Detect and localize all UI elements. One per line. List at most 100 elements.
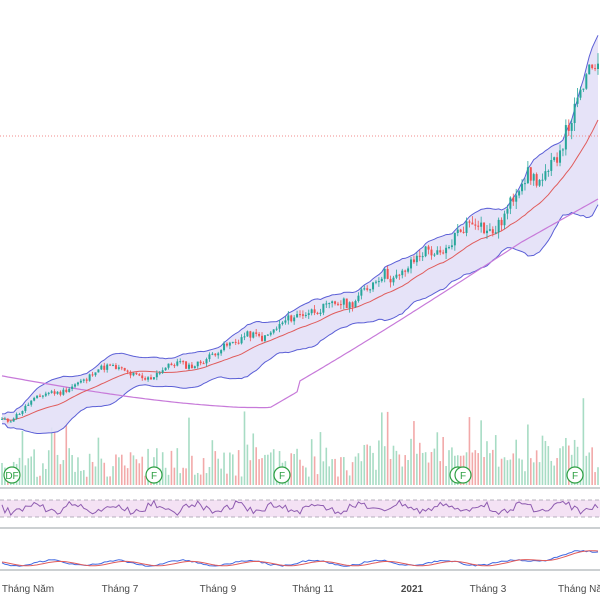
candle-body	[272, 329, 275, 333]
volume-bar	[118, 457, 120, 485]
candle-body	[521, 183, 524, 192]
volume-bar	[351, 462, 354, 485]
volume-bar	[378, 440, 380, 485]
volume-bar	[296, 448, 298, 485]
candle-body	[114, 365, 117, 369]
candle-body	[266, 334, 269, 336]
candle-body	[559, 150, 562, 163]
volume-bar	[53, 432, 56, 485]
candle-body	[6, 418, 9, 422]
candle-body	[132, 372, 135, 376]
volume-bar	[410, 438, 412, 485]
candle-body	[202, 363, 205, 365]
candle-body	[483, 222, 486, 234]
candle-body	[112, 365, 115, 367]
candle-body	[339, 304, 342, 306]
volume-bar	[325, 447, 328, 485]
volume-bar	[299, 459, 301, 485]
volume-bar	[258, 459, 260, 485]
volume-bar	[559, 448, 561, 485]
volume-bar	[383, 446, 386, 485]
candle-body	[281, 322, 284, 325]
volume-bar	[375, 469, 377, 485]
volume-bar	[50, 427, 53, 485]
candle-body	[50, 391, 53, 393]
candle-body	[360, 289, 363, 296]
candle-body	[185, 361, 188, 369]
candle-body	[152, 377, 155, 380]
candle-body	[170, 363, 173, 366]
candle-body	[100, 365, 103, 370]
candle-body	[12, 418, 15, 422]
volume-bar	[77, 457, 79, 485]
price-panel	[0, 35, 600, 434]
candle-body	[85, 379, 88, 381]
volume-bar	[538, 462, 541, 485]
candle-body	[465, 221, 468, 233]
candle-body	[246, 331, 249, 337]
volume-bar	[363, 444, 366, 485]
candle-body	[526, 167, 529, 184]
event-marker-circle	[145, 466, 163, 484]
candle-body	[372, 282, 375, 290]
candle-body	[477, 225, 480, 227]
candle-body	[158, 372, 161, 374]
candle-body	[427, 246, 430, 250]
volume-bar	[386, 411, 389, 485]
event-marker-label: F	[460, 471, 466, 482]
candle-body	[120, 367, 123, 369]
volume-bar	[562, 446, 564, 485]
volume-bar	[328, 466, 331, 485]
volume-bar	[597, 467, 599, 485]
candle-body	[252, 332, 255, 338]
candle-body	[509, 197, 512, 209]
candle-body	[234, 341, 237, 343]
volume-bar	[115, 454, 117, 485]
volume-bar	[120, 454, 123, 485]
volume-bar	[156, 448, 158, 485]
volume-bar	[530, 458, 532, 485]
candle-body	[182, 361, 185, 363]
candle-body	[366, 288, 369, 290]
candle-body	[491, 229, 494, 234]
volume-bar	[524, 471, 526, 485]
candle-body	[541, 179, 544, 181]
candle-body	[307, 313, 310, 315]
rsi-line	[1, 499, 599, 517]
candle-body	[535, 174, 538, 186]
volume-bar	[223, 452, 225, 485]
candle-body	[41, 395, 44, 397]
candle-body	[36, 395, 39, 398]
candle-body	[205, 359, 208, 364]
candle-body	[53, 391, 56, 394]
candle-body	[123, 367, 126, 371]
volume-bar	[205, 473, 208, 485]
volume-bar	[252, 433, 255, 485]
volume-bar	[550, 460, 553, 485]
volume-bar	[360, 461, 363, 485]
x-tick-label: Tháng 3	[470, 584, 507, 595]
volume-bar	[389, 458, 392, 485]
candle-body	[398, 274, 401, 276]
event-marker-circle	[273, 466, 291, 484]
volume-bar	[395, 450, 398, 485]
candle-body	[418, 255, 421, 257]
volume-bar	[202, 458, 205, 485]
candle-body	[415, 255, 418, 263]
candle-body	[237, 342, 240, 344]
candle-body	[59, 391, 62, 395]
volume-bar	[340, 457, 342, 485]
rsi-panel	[0, 487, 600, 529]
candle-body	[243, 336, 246, 338]
volume-bar	[182, 467, 184, 485]
candle-body	[325, 303, 328, 305]
candle-body	[591, 64, 594, 69]
volume-bar	[91, 461, 94, 485]
candle-body	[88, 374, 91, 381]
volume-bar	[494, 435, 497, 485]
volume-bar	[468, 417, 471, 485]
volume-bar	[334, 458, 336, 485]
candle-body	[38, 395, 41, 397]
volume-bar	[518, 458, 520, 485]
